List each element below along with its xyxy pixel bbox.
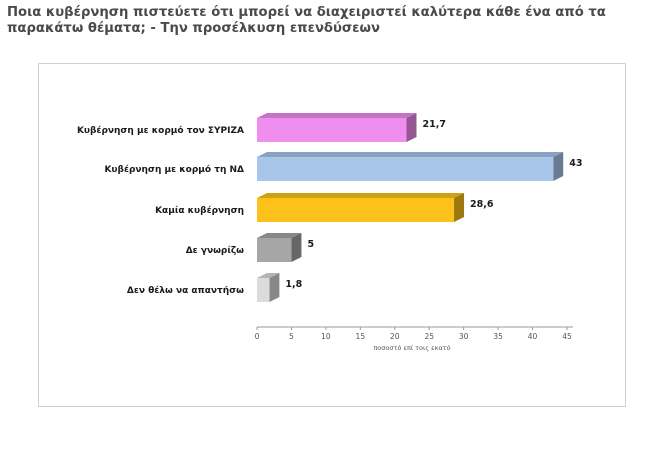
category-label: Δε γνωρίζω	[186, 245, 244, 256]
bar-top-face	[257, 113, 417, 118]
category-label: Κυβέρνηση με κορμό τον ΣΥΡΙΖΑ	[77, 125, 244, 136]
bar-side-face	[553, 152, 564, 181]
bar-chart: 0 5 10 15 20 25 30 35 40 45 ποσοστό επί τοις εκατό…	[77, 113, 582, 352]
bar-front-face	[257, 198, 455, 222]
bar-front-face	[257, 278, 270, 302]
data-label: 43	[569, 158, 582, 169]
x-tick-label: 10	[321, 332, 331, 341]
bar	[257, 152, 564, 181]
bar-front-face	[257, 157, 554, 181]
bar-top-face	[257, 152, 564, 157]
x-axis-title: ποσοστό επί τοις εκατό	[373, 344, 450, 352]
bar	[257, 273, 280, 302]
bar-side-face	[269, 273, 280, 302]
bar-front-face	[257, 238, 292, 262]
data-label: 21,7	[422, 119, 445, 130]
bar	[257, 113, 417, 142]
x-tick-label: 30	[459, 332, 469, 341]
bar	[257, 193, 465, 222]
data-label: 28,6	[470, 199, 494, 210]
x-tick-label: 35	[493, 332, 503, 341]
x-tick-label: 5	[289, 332, 294, 341]
x-tick-label: 40	[528, 332, 538, 341]
bar-top-face	[257, 273, 280, 278]
chart-title: Ποια κυβέρνηση πιστεύετε ότι μπορεί να δ…	[7, 5, 606, 36]
x-tick-label: 15	[356, 332, 366, 341]
data-label: 5	[307, 239, 314, 250]
category-label: Δεν θέλω να απαντήσω	[127, 285, 244, 296]
bar-top-face	[257, 233, 302, 238]
x-tick-label: 20	[390, 332, 400, 341]
bar-side-face	[291, 233, 302, 262]
x-tick-label: 25	[424, 332, 434, 341]
category-label: Καμία κυβέρνηση	[155, 205, 244, 216]
bar-side-face	[454, 193, 465, 222]
bar-top-face	[257, 193, 465, 198]
chart-frame: 0 5 10 15 20 25 30 35 40 45 ποσοστό επί τοις εκατό…	[38, 63, 626, 407]
x-tick-label: 0	[255, 332, 260, 341]
category-label: Κυβέρνηση με κορμό τη ΝΔ	[104, 164, 244, 175]
bar-side-face	[406, 113, 417, 142]
bar	[257, 233, 302, 262]
bar-front-face	[257, 118, 407, 142]
data-label: 1,8	[285, 279, 302, 290]
x-tick-label: 45	[562, 332, 572, 341]
